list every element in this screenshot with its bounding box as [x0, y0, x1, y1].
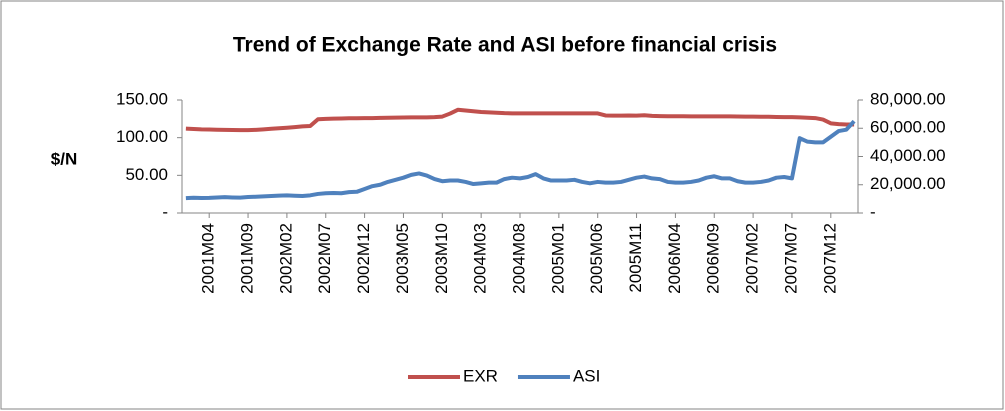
series-line: [185, 119, 856, 201]
y2-tick-label: 40,000.00: [870, 146, 946, 165]
x-tick-label: 2002M02: [276, 223, 295, 294]
x-tick-label: 2004M03: [471, 223, 490, 294]
x-tick-label: 2005M06: [587, 223, 606, 294]
x-tick-label: 2006M09: [704, 223, 723, 294]
y-tick-label: 50.00: [125, 165, 168, 184]
y-tick-label: 100.00: [116, 127, 168, 146]
x-tick-label: 2007M07: [781, 223, 800, 294]
y2-tick-label: 80,000.00: [870, 89, 946, 108]
x-tick-label: 2005M11: [626, 223, 645, 293]
x-tick-label: 2001M09: [238, 223, 257, 294]
x-tick-label: 2004M08: [509, 223, 528, 294]
chart-title: Trend of Exchange Rate and ASI before fi…: [233, 34, 777, 57]
x-tick-label: 2001M04: [199, 223, 218, 294]
x-tick-label: 2002M07: [315, 223, 334, 294]
series-line: [185, 107, 855, 133]
y2-tick-label: 60,000.00: [870, 118, 946, 137]
x-tick-label: 2003M05: [393, 223, 412, 294]
x-tick-label: 2005M01: [548, 223, 567, 294]
y-tick-label: 150.00: [116, 89, 168, 108]
y2-tick-label: -: [870, 202, 876, 221]
x-tick-label: 2003M10: [432, 223, 451, 294]
legend-label: EXR: [463, 366, 498, 385]
y-tick-label: -: [162, 202, 168, 221]
y2-tick-label: 20,000.00: [870, 174, 946, 193]
y-axis-label: $/N: [51, 149, 77, 168]
x-tick-label: 2007M12: [820, 223, 839, 294]
x-tick-label: 2002M12: [354, 223, 373, 294]
legend-label: ASI: [573, 366, 600, 385]
x-tick-label: 2006M04: [665, 223, 684, 294]
x-tick-label: 2007M02: [743, 223, 762, 294]
